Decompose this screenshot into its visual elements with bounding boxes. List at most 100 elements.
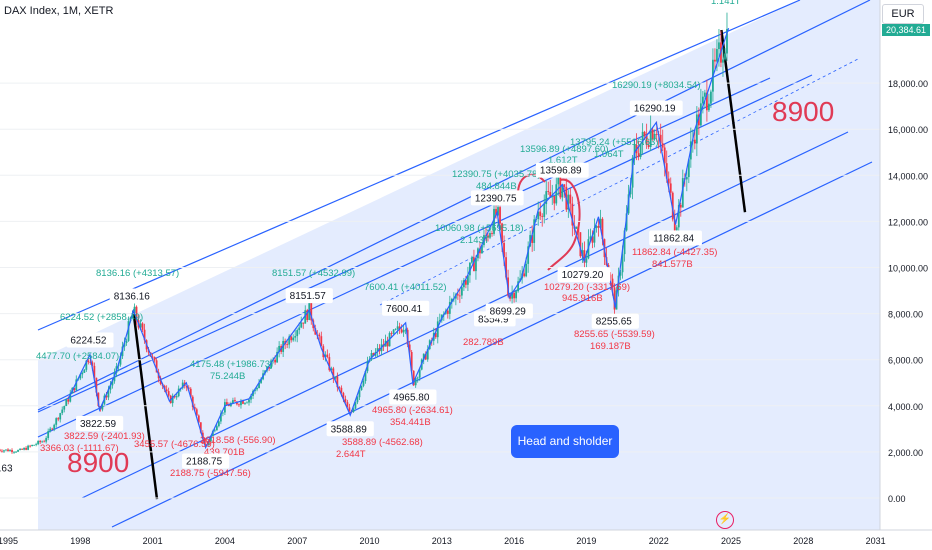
candle-body <box>609 274 612 279</box>
candle-body <box>404 329 407 331</box>
candle-body <box>3 450 5 452</box>
candle-body <box>348 407 351 412</box>
candle-body <box>641 131 644 145</box>
candle-body <box>318 334 321 337</box>
chart-title: DAX Index, 1M, XETR <box>4 5 114 17</box>
candle-body <box>340 387 343 394</box>
pivot-label: 8699.29 <box>490 306 527 317</box>
candle-body <box>238 404 240 406</box>
candle-body <box>414 378 417 386</box>
candle-body <box>710 91 712 104</box>
pivot-label-box <box>109 288 157 304</box>
candle-body <box>352 408 355 413</box>
candle-body <box>163 385 166 390</box>
candle-body <box>499 207 501 224</box>
candle-body <box>545 191 548 205</box>
stat-up-text: 484.844B <box>476 181 517 192</box>
candle-body <box>73 387 76 391</box>
candle-body <box>549 192 552 198</box>
candle-body <box>41 441 44 443</box>
candle-body <box>330 368 333 371</box>
candle-body <box>376 348 379 352</box>
candle-body <box>133 306 136 313</box>
candle-body <box>55 418 58 425</box>
candle-body <box>15 451 17 453</box>
candle-body <box>571 203 574 226</box>
candle-body <box>450 298 453 302</box>
candle-body <box>306 310 309 320</box>
candle-body <box>344 398 347 403</box>
currency-selector[interactable]: EUR <box>882 4 924 24</box>
candle-body <box>143 329 146 341</box>
candle-body <box>553 196 556 204</box>
stat-down-text: 3822.59 (-2401.93) <box>64 431 145 442</box>
candle-body <box>125 340 128 343</box>
candle-body <box>601 218 604 240</box>
stat-down-text: 3588.89 (-4562.68) <box>342 437 423 448</box>
candle-body <box>234 400 236 402</box>
stat-up-text: 13795.24 (+5516.63) <box>570 137 658 148</box>
candle-body <box>221 412 224 414</box>
channel-line <box>37 0 801 331</box>
candle-body <box>19 448 21 451</box>
zigzag-line <box>67 27 730 450</box>
x-tick-label: 2028 <box>793 536 813 546</box>
candle-body <box>390 333 393 334</box>
y-tick-label: 12,000.00 <box>888 217 928 227</box>
candle-body <box>296 330 299 337</box>
candle-body <box>346 402 349 408</box>
stat-up-text: 2.143T <box>460 235 490 246</box>
candle-body <box>579 232 582 257</box>
y-tick-label: 2,000.00 <box>888 448 923 458</box>
stat-up-text: 10060.98 (+5695.18) <box>435 223 523 234</box>
head-shoulder-note[interactable]: Head and sholder <box>511 425 619 458</box>
candle-body <box>195 409 198 416</box>
last-price-badge: 20,384.61 <box>882 24 930 36</box>
candle-body <box>547 191 550 193</box>
candle-body <box>37 440 40 445</box>
pivot-label: 3822.59 <box>80 419 117 430</box>
x-tick-label: 2010 <box>360 536 380 546</box>
stat-up-text: 1.612T <box>548 155 578 166</box>
candle-body <box>645 135 648 145</box>
pivot-label: 8354.9 <box>478 314 509 325</box>
stat-up-text: 8151.57 (+4532.99) <box>272 268 355 279</box>
candle-body <box>695 114 698 144</box>
pivot-label: 11862.84 <box>653 234 694 245</box>
candle-body <box>469 262 471 276</box>
candle-body <box>667 178 670 184</box>
pivot-label-box <box>591 313 639 329</box>
x-tick-label: 1995 <box>0 536 18 546</box>
candle-body <box>334 376 337 379</box>
stat-down-text: 4965.80 (-2634.61) <box>372 405 453 416</box>
lightning-icon[interactable]: ⚡ <box>716 511 734 529</box>
candle-body <box>314 328 317 335</box>
candle-body <box>581 250 584 257</box>
channel-fill <box>38 0 880 530</box>
pivot-label: 6224.52 <box>70 336 107 347</box>
candle-body <box>402 329 405 333</box>
candle-body <box>706 92 708 111</box>
candle-body <box>189 388 192 397</box>
candle-body <box>481 245 483 254</box>
candle-body <box>400 329 403 333</box>
candle-body <box>173 395 176 398</box>
candle-body <box>111 381 114 386</box>
candle-body <box>155 360 158 373</box>
candle-body <box>639 144 642 158</box>
candle-body <box>495 208 497 216</box>
pivot-label-box <box>0 460 20 476</box>
candle-body <box>659 134 662 144</box>
candle-body <box>408 344 411 353</box>
candle-body <box>356 397 359 403</box>
candle-body <box>360 385 363 391</box>
candle-body <box>250 395 252 400</box>
candle-body <box>629 187 632 195</box>
stat-up-text: 7600.41 (+4011.52) <box>364 282 447 293</box>
stat-down-text: 8255.65 (-5539.59) <box>574 329 655 340</box>
y-tick-label: 18,000.00 <box>888 79 928 89</box>
candle-body <box>187 387 190 389</box>
candle-body <box>332 368 335 379</box>
candle-body <box>637 153 640 158</box>
